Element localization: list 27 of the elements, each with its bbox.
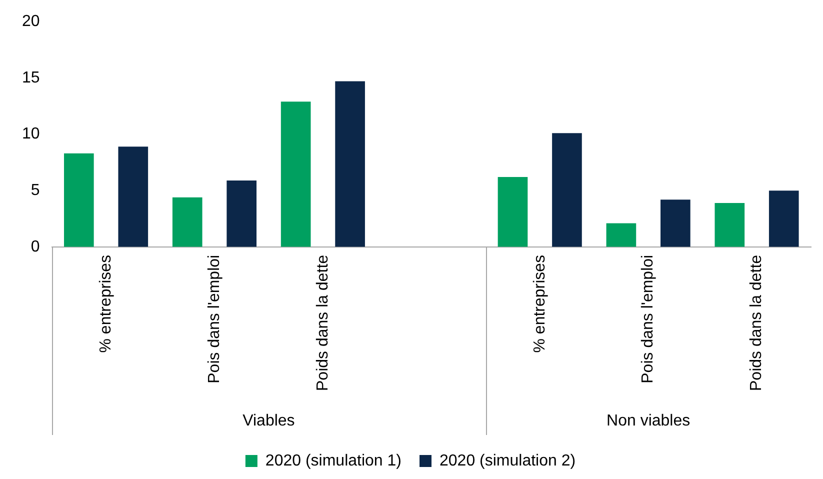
bar	[280, 102, 311, 247]
bar	[660, 200, 690, 247]
y-tick-label: 20	[22, 13, 40, 30]
legend-label: 2020 (simulation 1)	[265, 452, 402, 470]
bar	[335, 81, 365, 247]
bar	[498, 177, 528, 247]
y-tick-label: 5	[30, 182, 40, 199]
text: Viables	[242, 412, 295, 430]
bar	[64, 153, 94, 247]
bar	[552, 133, 582, 247]
bar	[606, 223, 636, 247]
legend-label: 2020 (simulation 2)	[440, 452, 576, 470]
bar	[172, 197, 202, 247]
bar	[768, 190, 799, 247]
y-tick-label: 10	[22, 126, 40, 143]
text: Non viables	[606, 412, 690, 430]
bar	[714, 202, 745, 247]
x-tick-label: % entreprises	[97, 254, 114, 353]
x-tick-label: Pois dans l'emploi	[640, 254, 657, 384]
y-tick-label: 15	[22, 69, 40, 86]
x-tick-label: Poids dans la dette	[314, 254, 332, 391]
bar	[226, 180, 257, 247]
x-tick-label: Poids dans la dette	[748, 254, 766, 391]
x-tick-label: Pois dans l'emploi	[206, 254, 223, 384]
bar	[118, 146, 148, 247]
x-tick-label: % entreprises	[531, 254, 548, 353]
y-tick-label: 0	[30, 238, 40, 256]
